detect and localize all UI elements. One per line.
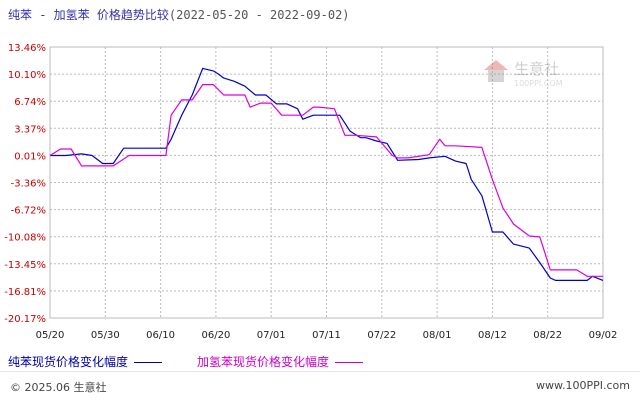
series-line-2: [49, 83, 603, 277]
footer-copyright: © 2025.06 生意社: [10, 381, 107, 394]
y-tick-label: 3.37%: [14, 124, 46, 135]
y-tick-label: 10.10%: [8, 70, 46, 81]
footer-divider: [0, 371, 640, 372]
legend-label: 加氢苯现货价格变化幅度: [197, 355, 330, 369]
watermark-url: 100PPI.COM: [514, 79, 563, 88]
x-tick-label: 08/01: [423, 330, 452, 341]
y-tick-label: -6.72%: [11, 206, 46, 217]
legend-swatch-line-icon: [335, 362, 364, 363]
footer-website-link[interactable]: www.100PPI.com: [536, 379, 630, 392]
x-tick-label: 08/22: [533, 330, 562, 341]
y-tick-label: -10.08%: [4, 233, 46, 244]
watermark-logo: 生意社 100PPI.COM: [480, 52, 580, 92]
y-tick-label: -13.45%: [4, 260, 46, 271]
y-tick-label: 0.01%: [14, 151, 46, 162]
legend-item-series-2: 加氢苯现货价格变化幅度: [197, 353, 364, 370]
chart-title: 纯苯 - 加氢苯 价格趋势比较(2022-05-20 - 2022-09-02): [8, 6, 350, 23]
watermark-text: 生意社: [514, 60, 559, 78]
y-tick-label: -16.81%: [4, 287, 46, 298]
x-tick-label: 07/22: [367, 330, 396, 341]
y-tick-label: 13.46%: [8, 43, 46, 54]
x-tick-label: 07/11: [312, 330, 341, 341]
chart-title-range: (2022-05-20 - 2022-09-02): [168, 8, 350, 22]
y-tick-label: -20.17%: [4, 314, 46, 325]
x-tick-label: 05/20: [36, 330, 65, 341]
x-tick-label: 07/01: [257, 330, 286, 341]
legend-label: 纯苯现货价格变化幅度: [8, 355, 129, 369]
x-tick-label: 05/30: [91, 330, 120, 341]
legend-item-series-1: 纯苯现货价格变化幅度: [8, 353, 163, 370]
series-line-1: [50, 67, 604, 281]
x-tick-label: 08/12: [478, 330, 507, 341]
x-tick-label: 06/10: [146, 330, 175, 341]
chart-title-main: 纯苯 - 加氢苯 价格趋势比较: [8, 8, 169, 22]
x-tick-label: 09/02: [589, 330, 618, 341]
legend-swatch-line-icon: [134, 362, 163, 363]
y-tick-label: -3.36%: [11, 179, 46, 190]
y-tick-label: 6.74%: [14, 97, 46, 108]
x-tick-label: 06/20: [201, 330, 230, 341]
house-logo-icon: 生意社 100PPI.COM: [484, 60, 563, 88]
